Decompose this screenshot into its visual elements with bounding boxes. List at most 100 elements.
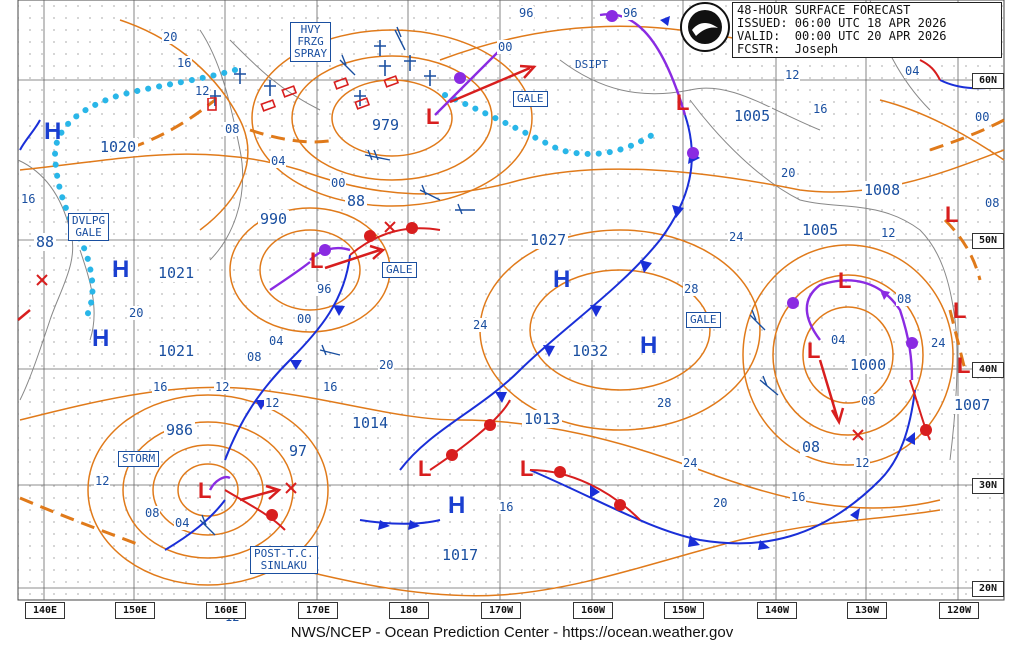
isobar-label: 20 <box>128 306 145 320</box>
lon-label-160e: 160E <box>206 602 246 619</box>
isobar-label: 04 <box>270 154 287 168</box>
isobar-label: 08 <box>896 292 913 306</box>
pressure-08: 08 <box>800 438 823 456</box>
pressure-97: 97 <box>287 442 310 460</box>
high-center-symbol: H <box>448 492 466 519</box>
isobar-label: 12 <box>194 84 211 98</box>
front-symbols <box>255 10 932 550</box>
lon-label-160w: 160W <box>573 602 613 619</box>
isobar-label: 24 <box>728 230 745 244</box>
motion-arrows <box>17 64 845 502</box>
isobar-label: 08 <box>224 122 241 136</box>
isobar-label: 16 <box>322 380 339 394</box>
high-center-symbol: H <box>553 266 571 293</box>
isobar-label: 04 <box>904 64 921 78</box>
pressure-88: 88 <box>345 192 368 210</box>
lon-label-120w: 120W <box>939 602 979 619</box>
pressure-979: 979 <box>370 116 402 134</box>
isobar-label: 12 <box>214 380 231 394</box>
troughs <box>19 98 1005 547</box>
pressure-88-w: 88 <box>34 233 57 251</box>
isobar-label: 12 <box>880 226 897 240</box>
low-center-symbol: L <box>945 202 959 227</box>
pressure-1014: 1014 <box>350 414 391 432</box>
isobar-label: 16 <box>498 500 515 514</box>
lon-label-140w: 140W <box>757 602 797 619</box>
low-center-symbol: L <box>310 248 324 273</box>
lat-label-50n: 50N <box>972 233 1004 249</box>
forecast-header: 48-HOUR SURFACE FORECAST ISSUED: 06:00 UT… <box>732 2 1002 58</box>
label-dsipt: DSIPT <box>575 58 609 71</box>
isobar-label: 24 <box>930 336 947 350</box>
isobars <box>19 19 1005 597</box>
pressure-1005-b: 1005 <box>800 221 841 239</box>
isobar-label: 96 <box>518 6 535 20</box>
ice-accretion-symbols <box>207 75 400 112</box>
wind-barbs <box>199 26 779 536</box>
isobar-label: 16 <box>152 380 169 394</box>
footer-credit: NWS/NCEP - Ocean Prediction Center - htt… <box>290 624 734 641</box>
lat-label-40n: 40N <box>972 362 1004 378</box>
isobar-label: 00 <box>296 312 313 326</box>
pressure-1013: 1013 <box>522 410 563 428</box>
pressure-990: 990 <box>258 210 290 228</box>
freezing-spray-symbols <box>209 40 436 106</box>
lon-label-150e: 150E <box>115 602 155 619</box>
pressure-1000: 1000 <box>848 356 889 374</box>
isobar-label: 04 <box>174 516 191 530</box>
header-valid: VALID: 00:00 UTC 20 APR 2026 <box>737 29 947 43</box>
high-center-symbol: H <box>44 118 62 145</box>
lon-label-140e: 140E <box>25 602 65 619</box>
pressure-1017: 1017 <box>440 546 481 564</box>
label-dvlpg-gale: DVLPG GALE <box>68 213 110 241</box>
low-center-symbol: L <box>953 298 967 323</box>
pressure-986: 986 <box>164 421 196 439</box>
isobar-label: 04 <box>830 333 847 347</box>
header-issued: ISSUED: 06:00 UTC 18 APR 2026 <box>737 16 947 30</box>
high-center-symbol: H <box>112 256 130 283</box>
lon-label-170e: 170E <box>298 602 338 619</box>
high-center-symbol: H <box>640 332 658 359</box>
isobar-label: 16 <box>790 490 807 504</box>
isobar-label: 00 <box>330 176 347 190</box>
warm-fronts <box>224 59 941 531</box>
isobar-label: 08 <box>246 350 263 364</box>
isobar-label: 20 <box>780 166 797 180</box>
pressure-1020: 1020 <box>98 138 139 156</box>
label-storm: STORM <box>118 451 160 467</box>
lon-label-170w: 170W <box>481 602 521 619</box>
forecast-position-markers <box>36 221 864 494</box>
header-forecaster: FCSTR: Joseph <box>737 42 839 56</box>
label-gale-nw: GALE <box>513 91 548 107</box>
lon-label-180: 180 <box>389 602 429 619</box>
isobar-label: 00 <box>974 110 991 124</box>
low-center-symbol: L <box>418 456 432 481</box>
isobar-label: 24 <box>472 318 489 332</box>
isobar-label: 08 <box>860 394 877 408</box>
isobar-label: 12 <box>784 68 801 82</box>
pressure-1008: 1008 <box>862 181 903 199</box>
pressure-1027: 1027 <box>528 231 569 249</box>
header-title: 48-HOUR SURFACE FORECAST <box>737 3 911 17</box>
lon-label-130w: 130W <box>847 602 887 619</box>
high-center-symbol: H <box>92 325 110 352</box>
isobar-label: 08 <box>144 506 161 520</box>
noaa-logo <box>680 2 730 52</box>
isobar-label: 16 <box>20 192 37 206</box>
isobar-label: 24 <box>682 456 699 470</box>
isobar-label: 16 <box>176 56 193 70</box>
isobar-label: 96 <box>622 6 639 20</box>
pressure-1021-b: 1021 <box>156 342 197 360</box>
label-gale-center: GALE <box>382 262 417 278</box>
isobar-label: 20 <box>162 30 179 44</box>
lon-label-150w: 150W <box>664 602 704 619</box>
low-center-symbol: L <box>198 478 212 503</box>
pressure-1021-a: 1021 <box>156 264 197 282</box>
isobar-label: 00 <box>497 40 514 54</box>
low-center-symbol: L <box>520 456 534 481</box>
isobar-label: 16 <box>812 102 829 116</box>
low-center-symbol: L <box>807 338 821 363</box>
isobar-label: 20 <box>378 358 395 372</box>
low-center-symbol: L <box>957 353 971 378</box>
